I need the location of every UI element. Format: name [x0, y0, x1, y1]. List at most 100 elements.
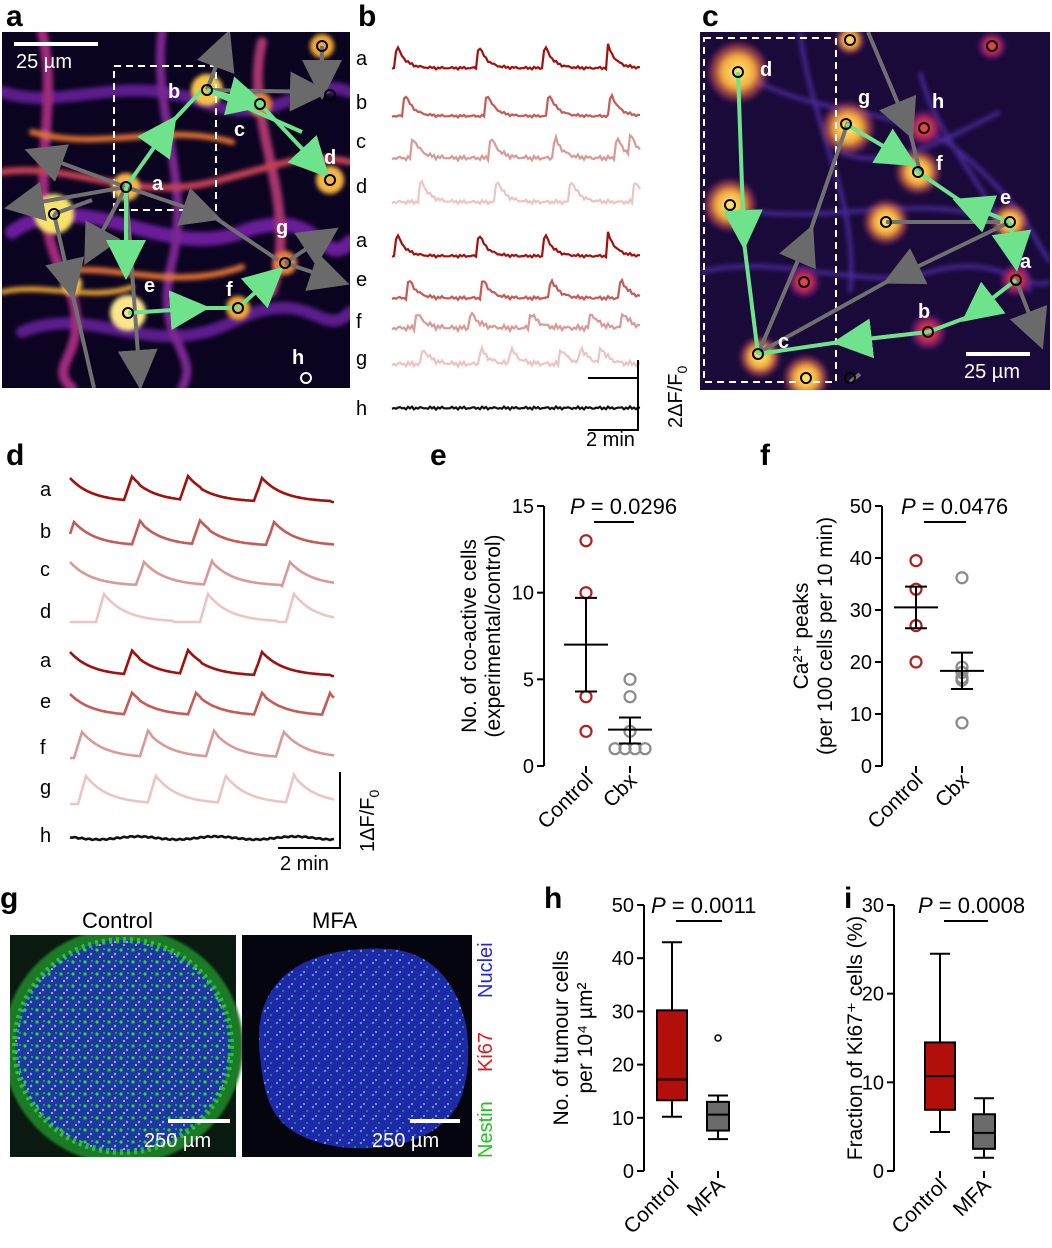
- y-axis-label: No. of tumour cellsper 10⁴ µm²: [550, 950, 597, 1125]
- panel-b-label-3: d: [356, 176, 367, 198]
- panel-c-label-a: a: [1020, 251, 1032, 273]
- panel-a-micrograph: 25 µm a b c: [2, 32, 350, 388]
- data-point: [638, 742, 652, 756]
- box: [972, 1113, 996, 1150]
- panel-d-label-8: h: [40, 825, 51, 847]
- trace-d-c: [69, 557, 335, 588]
- panel-d-label-4: a: [40, 650, 52, 672]
- panel-b-label-0: a: [356, 48, 368, 70]
- data-point: [623, 690, 637, 704]
- panel-label-a: a: [6, 0, 23, 33]
- panel-d-label-6: f: [40, 737, 46, 759]
- x-tick-label: Control: [887, 1174, 951, 1238]
- trace-d-b: [68, 517, 335, 547]
- panel-d-label-2: c: [40, 559, 50, 581]
- x-tick-label: MFA: [949, 1174, 996, 1221]
- trace-d-f: [70, 728, 335, 760]
- x-tick-label: Control: [863, 769, 927, 833]
- y-tick-label: 20: [850, 652, 872, 674]
- trace-b-f: [391, 311, 641, 335]
- y-tick-label: 30: [612, 1001, 634, 1023]
- panel-a-label-h: h: [292, 347, 304, 369]
- y-tick-label: 40: [850, 548, 872, 570]
- x-tick-label: Control: [619, 1174, 683, 1238]
- data-point: [579, 534, 593, 548]
- panel-label-e: e: [430, 439, 447, 472]
- panel-c-label-c: c: [778, 331, 789, 353]
- box: [656, 1009, 688, 1102]
- panel-c-label-f: f: [936, 153, 943, 175]
- y-tick-label: 40: [612, 948, 634, 970]
- y-tick-label: 0: [861, 756, 872, 778]
- legend-nuclei: Nuclei: [475, 942, 497, 998]
- svg-text:1ΔF/F0: 1ΔF/F0: [357, 790, 382, 852]
- panel-d-traces: a b c d a e f g h 2 min 1ΔF/F0: [40, 473, 382, 875]
- panel-c-label-d: d: [760, 59, 772, 81]
- trace-b-d: [391, 179, 641, 207]
- panel-a-label-a: a: [152, 173, 164, 195]
- trace-b-b: [391, 92, 641, 119]
- y-tick-label: 30: [850, 600, 872, 622]
- y-tick-label: 15: [512, 496, 534, 518]
- panel-b-label-1: b: [356, 92, 367, 114]
- panel-b-scale-y-sub: 0: [674, 366, 690, 374]
- trace-b-h: [391, 404, 641, 412]
- panel-a-label-b: b: [168, 81, 180, 103]
- panel-a-scale-text: 25 µm: [16, 51, 72, 73]
- panel-b-label-5: e: [356, 269, 367, 291]
- data-point: [909, 655, 923, 669]
- trace-d-h: [69, 834, 335, 842]
- x-tick-label: Cbx: [599, 769, 642, 812]
- y-tick-label: 0: [873, 1161, 884, 1183]
- panel-g-scale-mfa: 250 µm: [372, 1130, 439, 1152]
- panel-d-label-7: g: [40, 777, 51, 799]
- y-tick-label: 30: [862, 895, 884, 917]
- panel-b-label-6: f: [356, 311, 362, 333]
- panel-b-scale-x: 2 min: [586, 429, 635, 448]
- panel-d-scale-y-sub: 0: [366, 790, 382, 798]
- legend-ki67: Ki67: [475, 1032, 497, 1072]
- trace-d-a2: [69, 647, 334, 678]
- panel-d-scale-y: 1ΔF/F: [357, 798, 379, 852]
- panel-g-title-control: Control: [82, 908, 153, 933]
- panel-e-chart: 0 5 10 15 Control Cbx P = 0.0296 No. of co-acti…: [458, 494, 677, 833]
- panel-b-label-2: c: [356, 131, 366, 153]
- y-axis-label: Ca²⁺ peaks(per 100 cells per 10 min): [790, 517, 837, 755]
- x-tick-label: Control: [533, 769, 597, 833]
- y-tick-label: 50: [850, 496, 872, 518]
- trace-b-a: [391, 43, 641, 72]
- panel-g-title-mfa: MFA: [312, 908, 358, 933]
- data-point: [955, 716, 969, 730]
- p-value: P = 0.0008: [918, 893, 1025, 918]
- panel-label-g: g: [0, 882, 19, 915]
- panel-h-chart: 0 10 20 30 40 50 Control MFA P = 0.0011 No. of tu…: [550, 893, 756, 1238]
- x-tick-label: Cbx: [931, 769, 974, 812]
- panel-label-b: b: [358, 0, 377, 33]
- data-point: [579, 690, 593, 704]
- y-tick-label: 5: [523, 669, 534, 691]
- panel-g-legend: Nestin Ki67 Nuclei: [475, 942, 497, 1158]
- data-point: [579, 724, 593, 738]
- trace-d-e: [69, 690, 335, 716]
- panel-b-scale-y: 2ΔF/F: [665, 374, 687, 428]
- y-tick-label: 50: [612, 895, 634, 917]
- y-tick-label: 20: [612, 1055, 634, 1077]
- panel-a-label-e: e: [144, 275, 155, 297]
- data-point: [579, 586, 593, 600]
- panel-b-label-4: a: [356, 230, 368, 252]
- panel-c-micrograph: a b c d e f g h 25 µm: [700, 32, 1050, 390]
- panel-c-label-g: g: [858, 87, 870, 109]
- trace-b-a2: [391, 231, 641, 260]
- x-tick-label: MFA: [683, 1174, 730, 1221]
- trace-b-g: [391, 343, 641, 370]
- panel-d-label-5: e: [40, 691, 51, 713]
- panel-c-label-e: e: [1000, 187, 1011, 209]
- p-value: P = 0.0296: [570, 494, 677, 519]
- panel-f-chart: 0 10 20 30 40 50 Control Cbx P = 0.0476 Ca²⁺ peak…: [790, 494, 1008, 833]
- panel-d-label-1: b: [40, 521, 51, 543]
- panel-a-label-f: f: [226, 279, 233, 301]
- data-point: [623, 672, 637, 686]
- p-value: P = 0.0476: [901, 494, 1008, 519]
- trace-b-c: [391, 132, 641, 164]
- panel-g-histology: 250 µm 250 µm: [10, 935, 472, 1157]
